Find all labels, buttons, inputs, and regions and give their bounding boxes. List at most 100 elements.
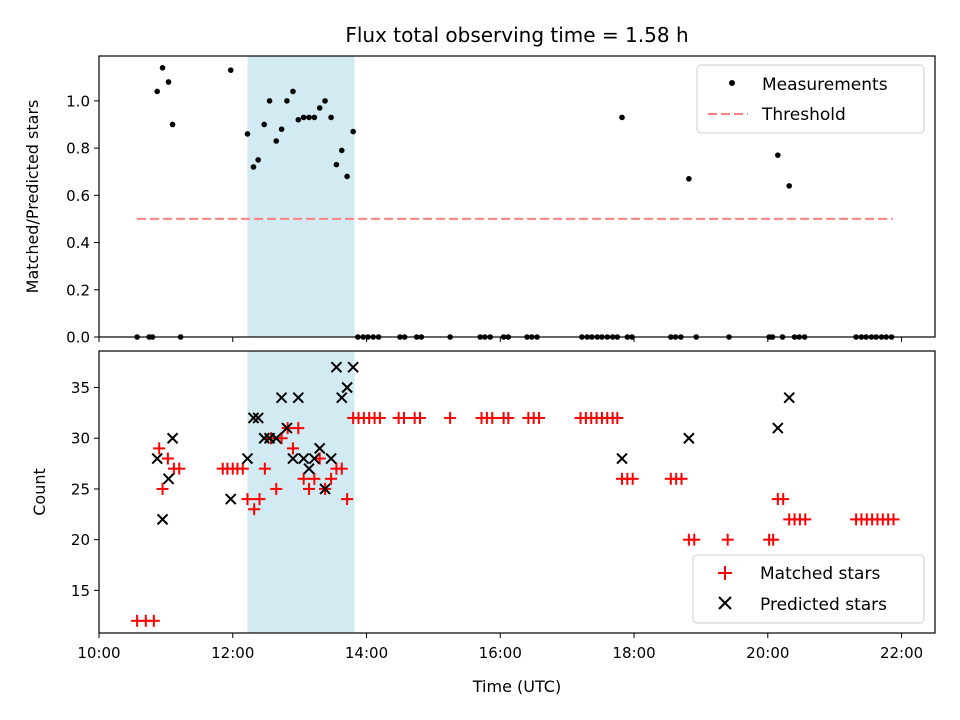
measurement-point [278,126,285,133]
predicted-star-point [252,412,264,424]
matched-star-points [131,411,900,627]
predicted-star-point [303,462,315,475]
time-x-tick-label: 18:00 [612,644,655,662]
matched-star-point [611,411,624,424]
count-y-tick-label: 20 [71,531,90,549]
ratio-legend-box [696,64,925,134]
matched-star-point [236,462,249,475]
matched-star-point [887,513,900,526]
predicted-star-point [166,432,179,444]
matched-star-point [286,442,299,455]
legend-threshold-label: Threshold [761,105,846,125]
measurement-point [316,105,323,111]
matched-star-point [341,493,354,506]
matched-star-point [533,411,546,424]
predicted-star-point [270,432,282,444]
measurement-point [295,116,302,123]
count-y-tick-label: 35 [71,379,90,397]
matched-star-point [777,493,790,506]
matched-star-point [626,472,639,485]
measurement-point [311,114,318,121]
measurement-point [266,98,273,104]
time-x-tick-label: 10:00 [77,644,120,662]
observing-window-span [247,56,355,337]
matched-star-point [373,411,386,424]
predicted-star-point [247,412,260,424]
matched-star-point [721,533,734,546]
predicted-star-point [162,473,175,485]
measurement-point [261,121,267,128]
matched-star-point [799,513,812,526]
measurement-point [350,128,356,135]
matched-star-point [297,472,310,485]
predicted-star-point [683,432,695,444]
predicted-star-point [313,442,326,455]
measurement-point [686,175,692,182]
legend-matched-label: Matched stars [760,564,880,584]
measurement-point [619,114,625,121]
predicted-star-point [292,391,305,404]
matched-star-point [258,462,271,475]
ratio-y-tick-label: 1.0 [66,92,90,110]
matched-star-point [156,482,169,495]
measurement-point [333,161,340,168]
predicted-star-point [287,452,299,465]
predicted-star-point [281,422,293,434]
matched-star-point [241,493,254,506]
predicted-star-point [225,493,237,505]
legend-predicted-marker [718,596,732,610]
ratio-y-tick-label: 0.2 [66,281,90,299]
ratio-y-axis-label: Matched/Predicted stars [23,100,42,294]
measurement-point [775,152,781,158]
matched-star-point [397,411,410,424]
matched-star-point [767,533,780,546]
time-x-axis-label: Time (UTC) [472,677,561,696]
predicted-star-point [297,452,310,465]
legend-predicted-label: Predicted stars [760,595,887,615]
measurement-point [284,98,290,104]
count-panel-frame [98,350,936,634]
predicted-star-points [151,361,795,526]
predicted-star-point [275,391,288,404]
measurement-point [338,147,345,154]
matched-star-point [675,472,688,485]
ratio-x-axis-ticks [98,337,903,342]
observing-window-span [247,351,355,633]
matched-star-point [325,472,338,485]
ratio-legend: Measurements Threshold [696,64,925,134]
measurement-point [255,157,261,163]
measurement-point [344,173,350,180]
predicted-star-point [341,381,353,394]
time-x-tick-label: 22:00 [880,644,923,662]
measurement-point [786,183,793,189]
predicted-star-point [325,452,337,465]
time-x-tick-label: 16:00 [479,644,522,662]
legend-measurements-marker [729,80,735,86]
matched-star-point [486,411,499,424]
ratio-y-axis: 0.0 0.2 0.4 0.6 0.8 1.0 [66,92,99,347]
count-y-tick-label: 30 [71,430,90,448]
matched-star-point [444,411,457,424]
matched-star-point [248,503,261,516]
count-legend: Matched stars Predicted stars [692,554,925,624]
matched-star-point [335,462,348,475]
measurement-point [328,114,334,121]
predicted-star-point [616,452,628,465]
measurement-point [154,88,160,95]
ratio-y-tick-label: 0.6 [66,187,90,205]
count-legend-box [692,554,925,624]
matched-star-point [292,422,305,435]
matched-star-point [303,482,316,495]
ratio-panel-frame [98,55,936,338]
matched-star-point [153,442,166,455]
predicted-star-point [783,391,795,404]
legend-matched-marker [718,566,732,580]
predicted-star-point [319,483,331,495]
time-x-tick-label: 14:00 [345,644,388,662]
matched-star-point [270,482,283,495]
ratio-y-tick-label: 0.4 [66,234,90,252]
count-y-axis: 15 20 25 30 35 [71,379,99,600]
measurement-point [227,67,234,73]
time-x-tick-label: 20:00 [746,644,789,662]
